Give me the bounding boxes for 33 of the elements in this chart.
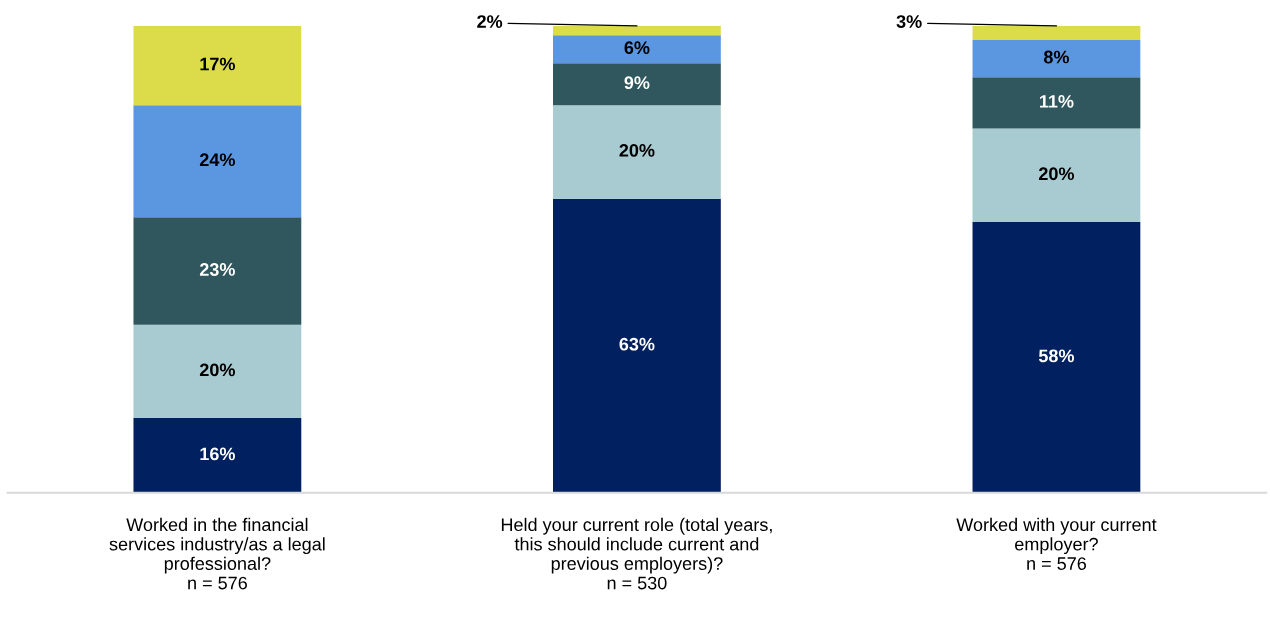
bar xyxy=(972,221,1141,493)
data-label: 17% xyxy=(200,57,235,71)
x-tick-label: Worked in the financial services industry/as a legal professional? n = 576 xyxy=(109,517,325,590)
data-label: 20% xyxy=(199,363,235,377)
bar xyxy=(133,217,302,325)
data-label: 6% xyxy=(624,41,650,55)
bar xyxy=(972,128,1141,222)
data-label: 63% xyxy=(619,337,655,351)
bar xyxy=(553,105,721,199)
bar xyxy=(972,25,1141,40)
bar xyxy=(972,39,1141,78)
data-label: 58% xyxy=(1038,349,1075,363)
data-label: 2% xyxy=(477,15,503,28)
bar xyxy=(133,25,302,106)
x-tick-label: Held your current role (total years, this should include current and previous employers)? n = 530 xyxy=(501,517,772,590)
data-label: 16% xyxy=(200,447,235,461)
bar xyxy=(133,105,302,218)
bar xyxy=(553,35,721,64)
data-label: 24% xyxy=(199,153,235,167)
bar xyxy=(972,77,1141,129)
data-label: 8% xyxy=(1043,50,1069,64)
bar xyxy=(133,324,302,419)
data-label: 20% xyxy=(619,144,655,157)
bar xyxy=(133,418,302,493)
data-label: 23% xyxy=(199,263,235,276)
bar xyxy=(553,63,721,106)
x-tick-label: Worked with your current employer? n = 576 xyxy=(956,517,1157,570)
data-label: 20% xyxy=(1038,167,1075,181)
data-label: 3% xyxy=(896,15,922,28)
data-label: 11% xyxy=(1039,95,1074,108)
data-label: 9% xyxy=(624,76,650,90)
bar xyxy=(553,25,721,36)
bar xyxy=(553,198,721,493)
